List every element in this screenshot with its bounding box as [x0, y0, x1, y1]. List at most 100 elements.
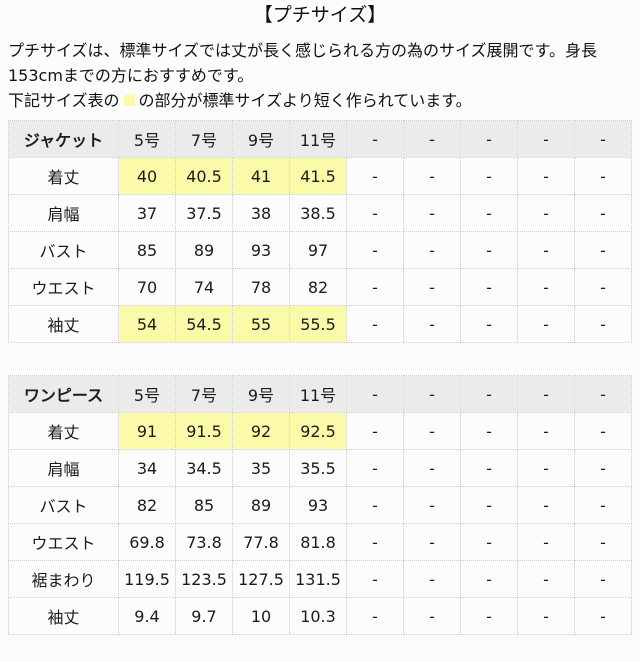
cell: 41.5	[289, 157, 347, 195]
column-header: -	[403, 375, 461, 413]
row-label: バスト	[8, 486, 119, 524]
cell: -	[346, 560, 404, 598]
cell: 35	[232, 449, 290, 487]
cell: 9.7	[175, 597, 233, 635]
size-table: ワンピース 5号 7号 9号 11号 - - - - - 着丈 91 91.5 92 92.5- - - - - 肩幅…	[8, 375, 632, 635]
cell: 89	[175, 231, 233, 269]
row-label: 裾まわり	[8, 560, 119, 598]
cell: -	[346, 194, 404, 232]
cell: -	[346, 305, 404, 343]
cell: 92.5	[289, 412, 347, 450]
cell: -	[460, 305, 518, 343]
cell: -	[517, 157, 575, 195]
cell: 91	[118, 412, 176, 450]
cell: -	[574, 268, 632, 306]
cell: 93	[232, 231, 290, 269]
cell: -	[346, 157, 404, 195]
cell: -	[574, 560, 632, 598]
cell: -	[346, 412, 404, 450]
cell: -	[517, 412, 575, 450]
column-header: 9号	[232, 375, 290, 413]
cell: 41	[232, 157, 290, 195]
cell: 78	[232, 268, 290, 306]
cell: -	[574, 305, 632, 343]
cell: 34	[118, 449, 176, 487]
cell: 38.5	[289, 194, 347, 232]
cell: -	[460, 412, 518, 450]
column-header: 7号	[175, 375, 233, 413]
cell: 40	[118, 157, 176, 195]
cell: -	[574, 412, 632, 450]
cell: -	[460, 194, 518, 232]
row-label: 着丈	[8, 157, 119, 195]
cell: 9.4	[118, 597, 176, 635]
cell: 34.5	[175, 449, 233, 487]
cell: -	[574, 157, 632, 195]
legend-text-before: 下記サイズ表の	[8, 91, 120, 110]
cell: -	[403, 305, 461, 343]
column-header: -	[574, 120, 632, 158]
cell: 55.5	[289, 305, 347, 343]
column-header: 11号	[289, 120, 347, 158]
cell: -	[403, 157, 461, 195]
cell: -	[460, 268, 518, 306]
cell: -	[517, 268, 575, 306]
column-header: -	[460, 120, 518, 158]
column-header: -	[574, 375, 632, 413]
petite-size-section: 【プチサイズ】 プチサイズは、標準サイズでは丈が長く感じられる方の為のサイズ展開…	[8, 2, 632, 635]
cell: 35.5	[289, 449, 347, 487]
column-header: -	[346, 375, 404, 413]
cell: 73.8	[175, 523, 233, 561]
cell: 97	[289, 231, 347, 269]
table-row: 着丈 40 40.5 41 41.5- - - - -	[8, 157, 632, 195]
cell: 54.5	[175, 305, 233, 343]
cell: -	[403, 231, 461, 269]
cell: -	[346, 523, 404, 561]
description-text: プチサイズは、標準サイズでは丈が長く感じられる方の為のサイズ展開です。身長153…	[8, 41, 597, 85]
cell: -	[517, 560, 575, 598]
cell: -	[403, 194, 461, 232]
cell: -	[460, 449, 518, 487]
table-row: バスト 85 89 93 97- - - - -	[8, 231, 632, 269]
cell: -	[403, 449, 461, 487]
cell: 82	[289, 268, 347, 306]
cell: -	[403, 523, 461, 561]
cell: -	[403, 597, 461, 635]
cell: -	[517, 305, 575, 343]
cell: 93	[289, 486, 347, 524]
row-label: 袖丈	[8, 597, 119, 635]
cell: -	[574, 194, 632, 232]
header-row: ジャケット 5号 7号 9号 11号 - - - - -	[8, 120, 632, 158]
table-row: バスト 82 85 89 93- - - - -	[8, 486, 632, 524]
cell: -	[517, 231, 575, 269]
cell: 37	[118, 194, 176, 232]
column-header: -	[346, 120, 404, 158]
cell: -	[346, 449, 404, 487]
cell: 127.5	[232, 560, 290, 598]
row-label: 肩幅	[8, 449, 119, 487]
cell: 92	[232, 412, 290, 450]
cell: 119.5	[118, 560, 176, 598]
cell: -	[403, 560, 461, 598]
cell: -	[517, 486, 575, 524]
cell: 91.5	[175, 412, 233, 450]
cell: -	[460, 597, 518, 635]
cell: -	[403, 412, 461, 450]
cell: 131.5	[289, 560, 347, 598]
row-label: 袖丈	[8, 305, 119, 343]
cell: 54	[118, 305, 176, 343]
cell: 85	[175, 486, 233, 524]
table-row: 袖丈 9.4 9.7 10 10.3- - - - -	[8, 597, 632, 635]
column-header: -	[517, 375, 575, 413]
cell: 85	[118, 231, 176, 269]
table-title: ワンピース	[8, 375, 119, 413]
cell: 89	[232, 486, 290, 524]
cell: -	[460, 486, 518, 524]
cell: -	[403, 486, 461, 524]
cell: -	[574, 523, 632, 561]
cell: 74	[175, 268, 233, 306]
cell: 77.8	[232, 523, 290, 561]
row-label: ウエスト	[8, 523, 119, 561]
size-tables: ジャケット 5号 7号 9号 11号 - - - - - 着丈 40 40.5 41 41.5- - - - - 肩幅…	[8, 120, 632, 635]
table-row: 着丈 91 91.5 92 92.5- - - - -	[8, 412, 632, 450]
